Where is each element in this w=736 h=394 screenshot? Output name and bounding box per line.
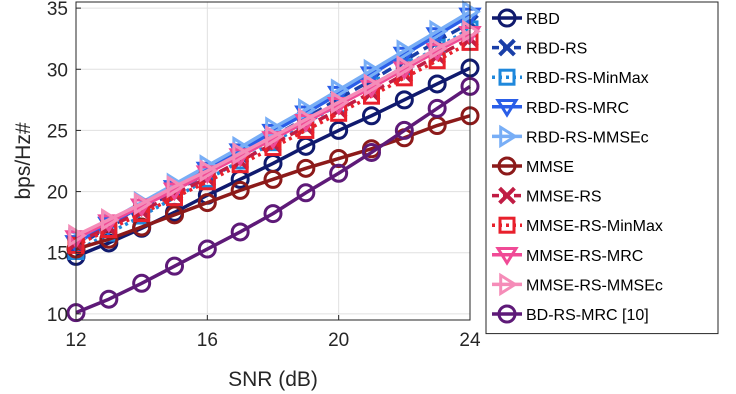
y-tick-label: 25 (47, 121, 68, 142)
legend-marker (497, 156, 517, 176)
data-point (230, 222, 250, 242)
data-point (462, 19, 481, 44)
legend-item: RBD-RS-MinMax (492, 68, 649, 87)
legend-marker (498, 38, 516, 57)
legend-item: MMSE (492, 156, 574, 176)
legend-marker (499, 124, 518, 149)
legend-item: RBD-RS (492, 38, 587, 58)
series-10 (66, 76, 480, 323)
legend-marker (497, 8, 517, 28)
data-point (166, 174, 186, 199)
legend-marker (498, 186, 516, 205)
legend-label: RBD-RS-MinMax (526, 70, 649, 87)
legend-label: MMSE-RS-MMSEc (526, 277, 663, 294)
legend-item: MMSE-RS-MMSEc (492, 272, 663, 297)
x-axis-label: SNR (dB) (228, 368, 318, 391)
legend-item: MMSE-RS (492, 186, 602, 206)
data-point (199, 159, 219, 183)
legend-label: BD-RS-MRC [10] (526, 307, 649, 324)
legend-label: MMSE-RS-MRC (526, 248, 643, 265)
legend: RBD RBD-RS RBD-RS-MinMax RBD-RS-MRC RBD-RS-M… (485, 1, 719, 335)
data-point (296, 183, 316, 203)
x-tick-label: 12 (65, 330, 86, 351)
data-point (162, 182, 187, 202)
data-point (362, 106, 381, 126)
plot-series (64, 0, 482, 323)
legend-marker (499, 272, 518, 297)
y-tick-label: 30 (47, 60, 68, 81)
data-point (298, 107, 317, 132)
grid (75, 2, 471, 320)
data-point (429, 19, 449, 44)
data-point (68, 223, 87, 248)
legend-box (485, 1, 719, 335)
data-point (296, 158, 316, 178)
data-point (396, 39, 416, 63)
legend-marker (495, 99, 519, 118)
legend-marker (495, 247, 519, 266)
legend-marker (498, 68, 516, 86)
legend-label: RBD (526, 11, 560, 28)
series-9 (68, 19, 481, 248)
legend-item: RBD-RS-MRC (492, 99, 629, 118)
data-point (330, 78, 350, 102)
data-point (330, 90, 350, 114)
data-point (197, 239, 217, 259)
data-point (265, 124, 284, 149)
data-point (394, 120, 414, 140)
legend-label: MMSE-RS-MinMax (526, 218, 663, 235)
data-point (133, 192, 153, 216)
axis-ticks: 12 16 20 24 10 15 20 25 30 35 (47, 0, 481, 351)
y-tick-label: 35 (47, 0, 68, 20)
data-point (427, 74, 447, 94)
data-point (427, 98, 447, 118)
legend-label: RBD-RS-MRC (526, 100, 629, 117)
data-point (132, 273, 152, 293)
data-point (396, 55, 416, 79)
y-tick-label: 10 (47, 305, 68, 326)
data-point (101, 208, 120, 232)
legend-item: RBD (492, 8, 560, 28)
legend-label: RBD-RS (526, 41, 587, 58)
data-point (165, 256, 184, 276)
data-point (232, 141, 252, 166)
series-0 (66, 58, 480, 266)
plot-frame (75, 1, 471, 321)
legend-marker (497, 304, 517, 324)
y-tick-label: 20 (47, 183, 68, 204)
legend-item: BD-RS-MRC [10] (492, 304, 649, 324)
data-point (394, 90, 414, 110)
data-point (263, 169, 283, 189)
series-line (75, 29, 471, 238)
data-point (329, 120, 349, 140)
data-point (329, 163, 349, 183)
data-point (230, 180, 250, 200)
data-point (263, 204, 283, 224)
legend-label: MMSE (526, 159, 574, 176)
x-tick-label: 20 (328, 330, 349, 351)
data-point (362, 142, 381, 162)
legend-label: MMSE-RS (526, 189, 602, 206)
data-point (363, 58, 383, 83)
data-point (197, 193, 217, 213)
legend-label: RBD-RS-MMSEc (526, 129, 649, 146)
legend-item: RBD-RS-MMSEc (492, 124, 649, 149)
x-tick-label: 24 (459, 330, 481, 351)
data-point (132, 217, 152, 237)
legend-item: MMSE-RS-MinMax (492, 216, 663, 235)
series-line (75, 84, 471, 315)
legend-marker (498, 216, 516, 234)
data-point (99, 289, 119, 309)
series-line (75, 32, 471, 240)
data-point (363, 73, 383, 97)
y-tick-label: 15 (47, 244, 68, 265)
data-point (165, 205, 184, 225)
x-tick-label: 16 (197, 330, 218, 351)
y-axis-label: bps/Hz# (12, 122, 35, 199)
data-point (429, 36, 449, 61)
legend-item: MMSE-RS-MRC (492, 247, 643, 266)
data-point (462, 0, 481, 24)
